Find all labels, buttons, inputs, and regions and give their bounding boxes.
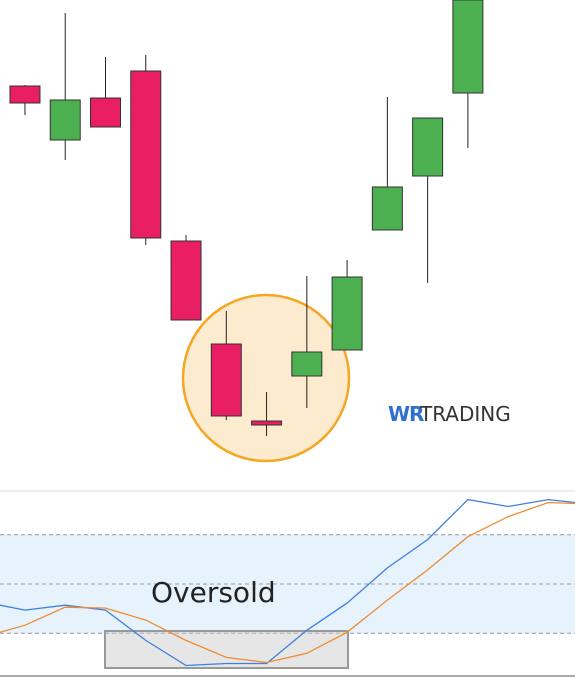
- candle-body: [412, 117, 444, 177]
- candle-body: [291, 351, 323, 377]
- logo-mark: WR: [388, 402, 424, 426]
- oversold-box: [104, 630, 349, 669]
- candle-body: [170, 240, 202, 321]
- candle-body: [49, 99, 81, 141]
- candle-body: [210, 343, 242, 417]
- candle-body: [452, 0, 484, 94]
- annotation: Oversold: [151, 576, 276, 609]
- candle-body: [89, 97, 121, 128]
- candle-body: [130, 70, 162, 239]
- price-pane: [9, 0, 484, 463]
- highlight-circle: [181, 293, 351, 463]
- oscillator-line: [0, 501, 575, 664]
- logo-text: TRADING: [419, 402, 511, 426]
- candle-body: [9, 85, 41, 104]
- candle-body: [331, 276, 363, 351]
- candle-body: [251, 420, 283, 426]
- candle-body: [371, 186, 403, 231]
- oscillator-pane: Oversold: [0, 498, 575, 669]
